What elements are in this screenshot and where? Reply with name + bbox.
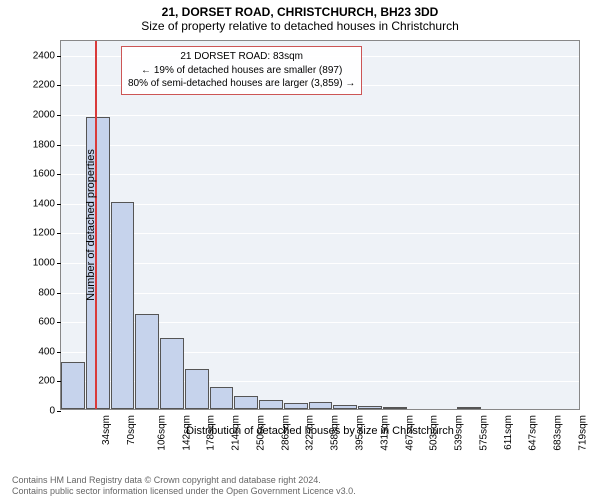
histogram-bar bbox=[61, 362, 85, 409]
y-tick-label: 400 bbox=[20, 346, 55, 357]
histogram-bar bbox=[284, 403, 308, 409]
x-axis-label: Distribution of detached houses by size … bbox=[60, 425, 580, 437]
histogram-bar bbox=[160, 338, 184, 409]
grid-line bbox=[61, 174, 579, 175]
annotation-box: 21 DORSET ROAD: 83sqm← 19% of detached h… bbox=[121, 46, 362, 95]
histogram-bar bbox=[383, 407, 407, 409]
y-tick-label: 1000 bbox=[20, 258, 55, 269]
grid-line bbox=[61, 145, 579, 146]
grid-line bbox=[61, 263, 579, 264]
histogram-bar bbox=[358, 406, 382, 409]
grid-line bbox=[61, 233, 579, 234]
histogram-bar bbox=[234, 396, 258, 409]
histogram-bar bbox=[259, 400, 283, 409]
histogram-bar bbox=[135, 314, 159, 409]
histogram-bar bbox=[333, 405, 357, 409]
y-tick-label: 1400 bbox=[20, 198, 55, 209]
page-title-line1: 21, DORSET ROAD, CHRISTCHURCH, BH23 3DD bbox=[0, 0, 600, 19]
grid-line bbox=[61, 411, 579, 412]
attribution-text: Contains HM Land Registry data © Crown c… bbox=[12, 475, 356, 497]
annotation-line3: 80% of semi-detached houses are larger (… bbox=[128, 77, 355, 91]
histogram-bar bbox=[111, 202, 135, 409]
y-tick-label: 0 bbox=[20, 406, 55, 417]
histogram-bar bbox=[309, 402, 333, 409]
y-tick-label: 1600 bbox=[20, 169, 55, 180]
y-tick-label: 1200 bbox=[20, 228, 55, 239]
y-tick-label: 200 bbox=[20, 376, 55, 387]
histogram-bar bbox=[210, 387, 234, 409]
annotation-line2: ← 19% of detached houses are smaller (89… bbox=[128, 64, 355, 78]
y-axis-label: Number of detached properties bbox=[85, 149, 97, 301]
attribution-line2: Contains public sector information licen… bbox=[12, 486, 356, 497]
histogram-bar bbox=[457, 407, 481, 409]
y-tick-label: 2400 bbox=[20, 50, 55, 61]
y-tick-label: 2000 bbox=[20, 110, 55, 121]
attribution-line1: Contains HM Land Registry data © Crown c… bbox=[12, 475, 356, 486]
y-tick-label: 2200 bbox=[20, 80, 55, 91]
plot-area: 0200400600800100012001400160018002000220… bbox=[60, 40, 580, 410]
y-tick-label: 600 bbox=[20, 317, 55, 328]
grid-line bbox=[61, 115, 579, 116]
page-title-line2: Size of property relative to detached ho… bbox=[0, 19, 600, 35]
annotation-line1: 21 DORSET ROAD: 83sqm bbox=[128, 50, 355, 64]
grid-line bbox=[61, 293, 579, 294]
y-tick-label: 1800 bbox=[20, 139, 55, 150]
grid-line bbox=[61, 204, 579, 205]
chart-container: 0200400600800100012001400160018002000220… bbox=[60, 40, 580, 410]
y-tick-label: 800 bbox=[20, 287, 55, 298]
histogram-bar bbox=[185, 369, 209, 409]
